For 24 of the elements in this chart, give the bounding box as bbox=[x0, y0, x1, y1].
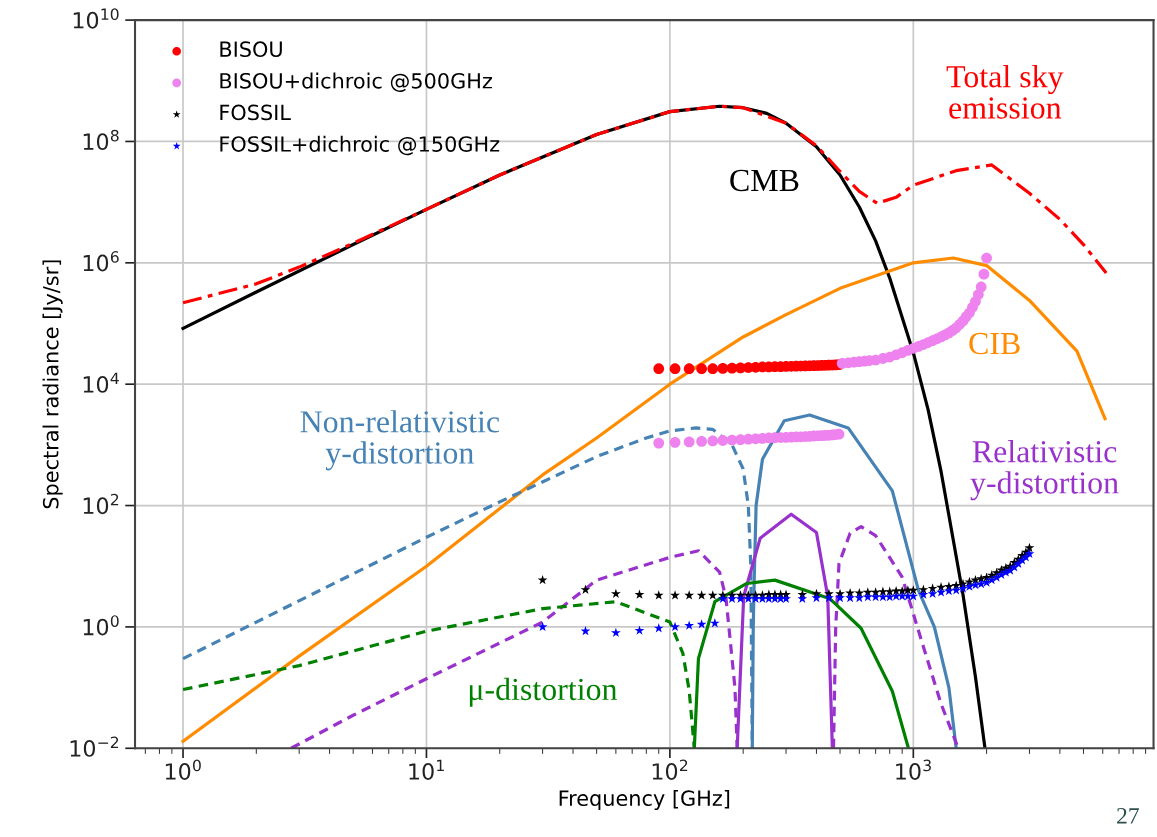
series-label: CMB bbox=[730, 169, 799, 192]
x-tick-label: 10$^{3}$ bbox=[896, 759, 931, 780]
y-tick-label: 10$^{10}$ bbox=[73, 8, 119, 29]
y-tick-label: 10$^{8}$ bbox=[83, 129, 119, 151]
y-tick-label: 10$^{0}$ bbox=[83, 615, 119, 636]
legend-label: BISOU+dichroic @500GHz bbox=[220, 72, 492, 92]
x-axis-title: Frequency [GHz] bbox=[559, 789, 730, 811]
series-label: CIB bbox=[969, 332, 1020, 355]
legend-label: BISOU bbox=[220, 41, 282, 58]
series-label: μ-distortion bbox=[469, 677, 618, 707]
y-tick-label: 10$^{4}$ bbox=[83, 372, 119, 393]
series-label: Non-relativistic y-distortion bbox=[300, 410, 500, 471]
x-tick-label: 10$^{1}$ bbox=[409, 759, 444, 780]
y-tick-label: 10$^{2}$ bbox=[83, 493, 119, 515]
y-axis-title: Spectral radiance [Jy/sr] bbox=[42, 260, 63, 509]
legend-label: FOSSIL+dichroic @150GHz bbox=[220, 135, 500, 156]
series-label: Total sky emission bbox=[946, 64, 1064, 119]
x-tick-label: 10$^{0}$ bbox=[165, 759, 201, 780]
legend-label: FOSSIL bbox=[220, 104, 291, 121]
text: Relativistic y-distortion bbox=[970, 439, 1119, 501]
y-tick-label: 10$^{−2}$ bbox=[70, 736, 119, 757]
x-tick-label: 10$^{2}$ bbox=[652, 759, 688, 780]
y-tick-label: 10$^{6}$ bbox=[83, 251, 119, 272]
text: 27 bbox=[1117, 807, 1139, 824]
